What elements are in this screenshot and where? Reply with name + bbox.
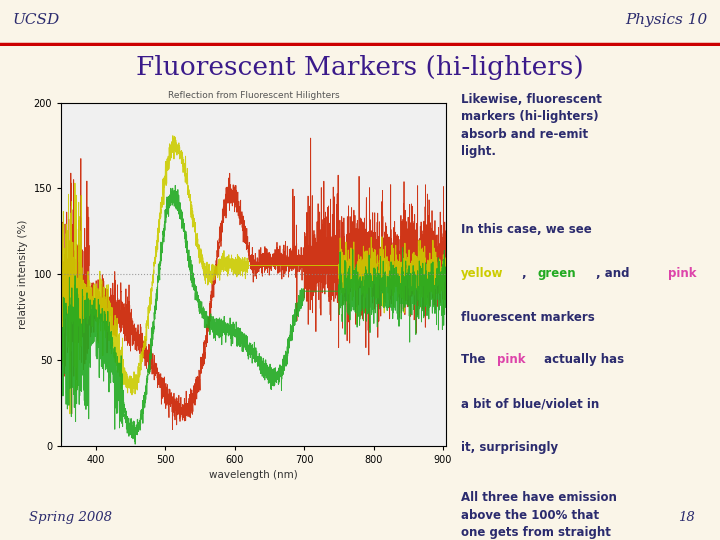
Text: Likewise, fluorescent
markers (hi-lighters)
absorb and re-emit
light.: Likewise, fluorescent markers (hi-lighte…	[461, 92, 602, 158]
Text: Spring 2008: Spring 2008	[29, 511, 112, 524]
Text: All three have emission
above the 100% that
one gets from straight
reflection: All three have emission above the 100% t…	[461, 491, 616, 540]
Text: 18: 18	[678, 511, 695, 524]
Text: ,: ,	[522, 267, 531, 280]
X-axis label: wavelength (nm): wavelength (nm)	[210, 470, 298, 480]
Text: green: green	[537, 267, 576, 280]
Text: Fluorescent Markers (hi-lighters): Fluorescent Markers (hi-lighters)	[136, 55, 584, 80]
Text: actually has: actually has	[540, 353, 624, 366]
Title: Reflection from Fluorescent Hilighters: Reflection from Fluorescent Hilighters	[168, 91, 340, 100]
Text: UCSD: UCSD	[13, 13, 60, 27]
Text: Physics 10: Physics 10	[625, 13, 707, 27]
Text: In this case, we see: In this case, we see	[461, 223, 592, 236]
Text: it, surprisingly: it, surprisingly	[461, 441, 558, 454]
Text: fluorescent markers: fluorescent markers	[461, 311, 595, 324]
Text: yellow: yellow	[461, 267, 503, 280]
Text: pink: pink	[668, 267, 696, 280]
Text: a bit of blue/violet in: a bit of blue/violet in	[461, 397, 599, 410]
Y-axis label: relative intensity (%): relative intensity (%)	[18, 219, 28, 329]
Text: The: The	[461, 353, 490, 366]
Text: pink: pink	[497, 353, 525, 366]
Text: , and: , and	[596, 267, 634, 280]
